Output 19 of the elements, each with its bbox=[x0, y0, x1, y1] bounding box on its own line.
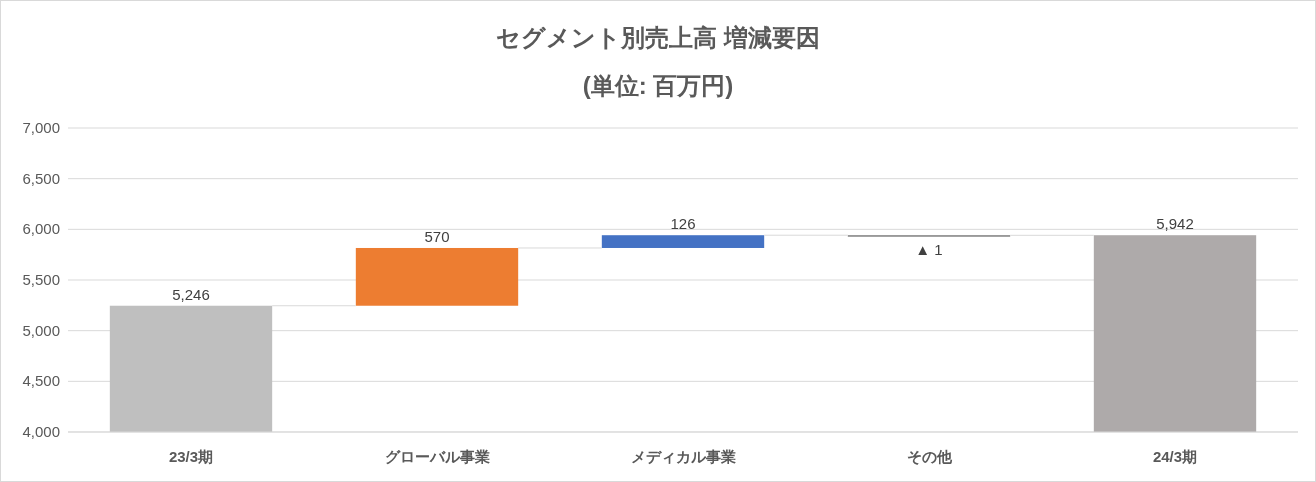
x-tick-label: メディカル事業 bbox=[630, 448, 736, 465]
data-label: 5,246 bbox=[172, 285, 210, 303]
y-tick-label: 5,000 bbox=[22, 321, 60, 339]
title: セグメント別売上高 増減要因 bbox=[496, 24, 820, 51]
y-tick-label: 5,500 bbox=[22, 271, 60, 288]
y-tick-label: 6,500 bbox=[22, 169, 60, 187]
data-label: 5,942 bbox=[1156, 215, 1194, 233]
data-label: 126 bbox=[670, 215, 696, 233]
y-tick-label: 4,500 bbox=[22, 372, 60, 390]
data-label: ▲ 1 bbox=[915, 241, 943, 259]
y-tick-label: 7,000 bbox=[22, 119, 60, 136]
x-tick-label: その他 bbox=[906, 448, 953, 465]
x-tick-label: 24/3期 bbox=[1152, 448, 1198, 465]
subtitle: (単位: 百万円) bbox=[582, 72, 734, 99]
data-label: 570 bbox=[424, 227, 450, 245]
x-tick-label: グローバル事業 bbox=[384, 448, 490, 465]
y-tick-label: 4,000 bbox=[22, 423, 60, 440]
x-tick-label: 23/3期 bbox=[168, 448, 214, 465]
y-tick-label: 6,000 bbox=[22, 220, 60, 238]
